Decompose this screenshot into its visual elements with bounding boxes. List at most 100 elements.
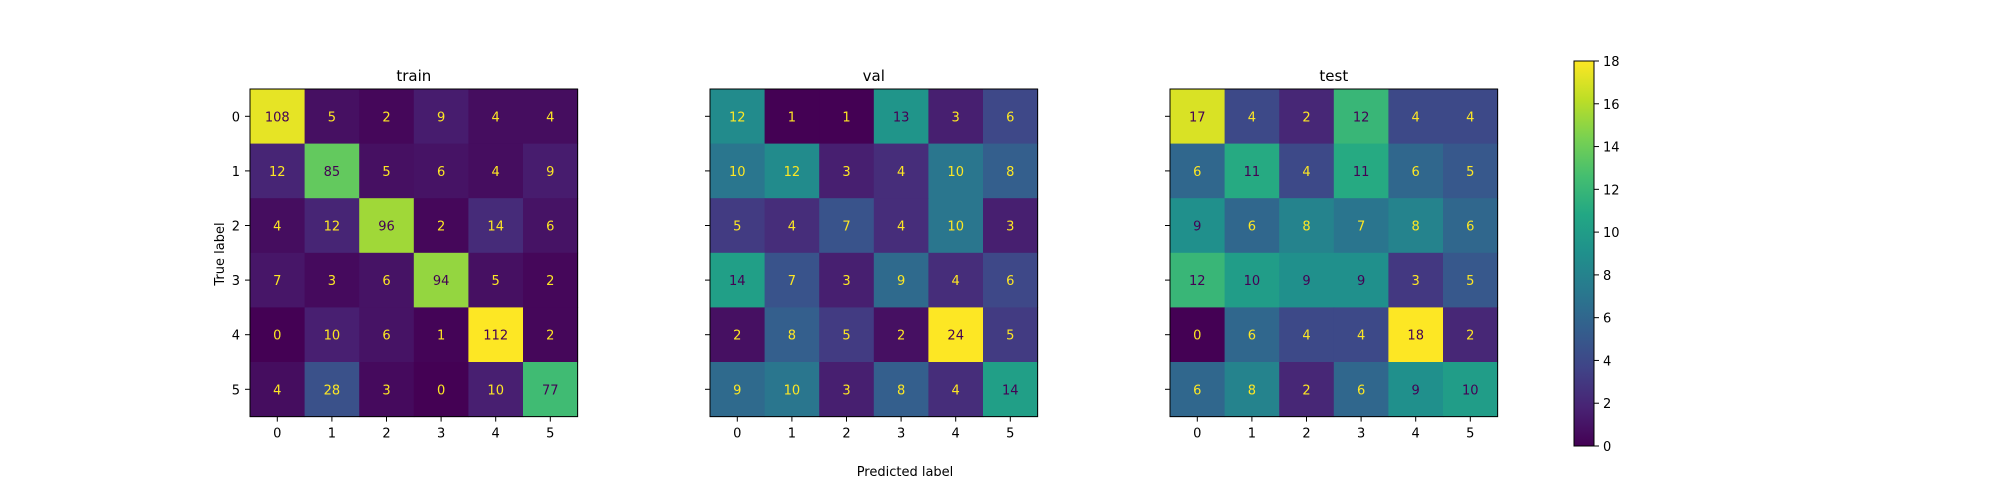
cell-value-label: 12 xyxy=(269,165,286,180)
y-tick-label: 3 xyxy=(232,274,240,289)
heatmap-cell xyxy=(523,307,579,363)
heatmap-cell xyxy=(764,362,820,418)
cell-value-label: 6 xyxy=(1006,110,1014,125)
colorbar-tick-label: 4 xyxy=(1603,354,1611,369)
heatmap-cell xyxy=(304,143,360,199)
cell-value-label: 4 xyxy=(1412,110,1420,125)
cell-value-label: 12 xyxy=(324,220,341,235)
heatmap-cell xyxy=(983,362,1039,418)
cell-value-label: 5 xyxy=(1466,165,1474,180)
cell-value-label: 4 xyxy=(492,110,500,125)
cell-value-label: 3 xyxy=(842,383,850,398)
cell-value-label: 3 xyxy=(1412,274,1420,289)
cell-value-label: 77 xyxy=(542,383,559,398)
cell-value-label: 2 xyxy=(1466,329,1474,344)
cell-value-label: 5 xyxy=(328,110,336,125)
cell-value-label: 8 xyxy=(788,329,796,344)
cell-value-label: 1 xyxy=(437,329,445,344)
heatmap-cell xyxy=(359,89,415,145)
heatmap-cell xyxy=(1224,307,1280,363)
cell-value-label: 14 xyxy=(487,220,504,235)
colorbar-tick-label: 14 xyxy=(1603,141,1620,156)
heatmap-cell xyxy=(250,89,306,145)
heatmap-cell xyxy=(819,198,875,254)
cell-value-label: 2 xyxy=(382,110,390,125)
heatmap-cell xyxy=(523,143,579,199)
heatmap-cell xyxy=(359,307,415,363)
cell-value-label: 9 xyxy=(733,383,741,398)
heatmap-cell xyxy=(1224,89,1280,145)
cell-value-label: 112 xyxy=(483,329,508,344)
x-tick-label: 0 xyxy=(273,427,281,442)
panel-title: train xyxy=(396,67,431,85)
heatmap-cell xyxy=(873,89,929,145)
x-tick-label: 5 xyxy=(546,427,554,442)
heatmap-cell xyxy=(928,362,984,418)
heatmap-cell xyxy=(1443,362,1499,418)
heatmap-cell xyxy=(468,143,524,199)
heatmap-cell xyxy=(710,143,766,199)
cell-value-label: 4 xyxy=(546,110,554,125)
cell-value-label: 7 xyxy=(842,220,850,235)
x-tick-label: 5 xyxy=(1006,427,1014,442)
cell-value-label: 108 xyxy=(265,110,290,125)
heatmap-cell xyxy=(873,143,929,199)
heatmap-cell xyxy=(1388,89,1444,145)
heatmap-cell xyxy=(1388,252,1444,308)
cell-value-label: 10 xyxy=(784,383,801,398)
heatmap-cell xyxy=(1388,307,1444,363)
heatmap-cell xyxy=(983,198,1039,254)
x-tick-label: 1 xyxy=(788,427,796,442)
cell-value-label: 96 xyxy=(378,220,395,235)
cell-value-label: 6 xyxy=(1357,383,1365,398)
cell-value-label: 10 xyxy=(487,383,504,398)
axes-frame xyxy=(709,88,1039,418)
heatmap-cell xyxy=(413,307,469,363)
heatmap-cell xyxy=(928,198,984,254)
cell-value-label: 5 xyxy=(842,329,850,344)
cell-value-label: 4 xyxy=(788,220,796,235)
heatmap-cell xyxy=(250,143,306,199)
x-tick-label: 1 xyxy=(1248,427,1256,442)
heatmap-cell xyxy=(523,89,579,145)
heatmap-cell xyxy=(304,307,360,363)
cell-value-label: 18 xyxy=(1407,329,1424,344)
heatmap-cell xyxy=(413,252,469,308)
heatmap-cell xyxy=(928,307,984,363)
heatmap-cell xyxy=(710,89,766,145)
heatmap-cell xyxy=(250,362,306,418)
heatmap-cell xyxy=(468,307,524,363)
cell-value-label: 10 xyxy=(947,220,964,235)
cell-value-label: 12 xyxy=(729,110,746,125)
cell-value-label: 4 xyxy=(1302,329,1310,344)
cell-value-label: 10 xyxy=(947,165,964,180)
cell-value-label: 6 xyxy=(382,329,390,344)
x-tick-label: 2 xyxy=(1302,427,1310,442)
heatmap-cell xyxy=(468,198,524,254)
cell-value-label: 3 xyxy=(842,274,850,289)
cell-value-label: 1 xyxy=(842,110,850,125)
heatmap-cell xyxy=(413,198,469,254)
heatmap-cell xyxy=(413,362,469,418)
heatmap-cell xyxy=(764,198,820,254)
cell-value-label: 0 xyxy=(1193,329,1201,344)
heatmap-cell xyxy=(873,198,929,254)
heatmap-cell xyxy=(1443,89,1499,145)
cell-value-label: 2 xyxy=(897,329,905,344)
cell-value-label: 1 xyxy=(788,110,796,125)
cell-value-label: 9 xyxy=(1302,274,1310,289)
cell-value-label: 10 xyxy=(1462,383,1479,398)
x-tick-label: 3 xyxy=(897,427,905,442)
heatmap-cell xyxy=(1279,143,1335,199)
cell-value-label: 7 xyxy=(273,274,281,289)
cell-value-label: 14 xyxy=(729,274,746,289)
colorbar-tick-label: 16 xyxy=(1603,98,1620,113)
y-tick-label: 5 xyxy=(232,383,240,398)
heatmap-cell xyxy=(304,362,360,418)
heatmap-cell xyxy=(359,198,415,254)
heatmap-cell xyxy=(468,362,524,418)
cell-value-label: 6 xyxy=(1248,329,1256,344)
cell-value-label: 28 xyxy=(324,383,341,398)
heatmap-cell xyxy=(1224,362,1280,418)
colorbar-gradient xyxy=(1573,60,1595,447)
